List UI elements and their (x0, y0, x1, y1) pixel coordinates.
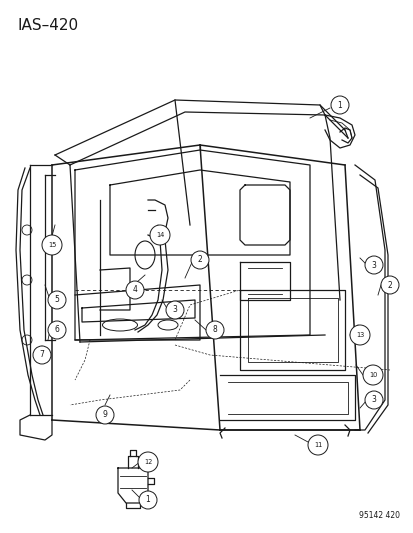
Circle shape (138, 452, 158, 472)
Text: 3: 3 (172, 305, 177, 314)
Text: 11: 11 (313, 442, 321, 448)
Circle shape (330, 96, 348, 114)
Text: 13: 13 (355, 332, 363, 338)
Text: 5: 5 (55, 295, 59, 304)
Circle shape (190, 251, 209, 269)
Text: 95142 420: 95142 420 (358, 511, 399, 520)
Text: 14: 14 (155, 232, 164, 238)
Circle shape (206, 321, 223, 339)
Circle shape (48, 291, 66, 309)
Text: 7: 7 (40, 351, 44, 359)
Text: 2: 2 (387, 280, 392, 289)
Text: IAS–420: IAS–420 (18, 18, 79, 33)
Text: 12: 12 (143, 459, 152, 465)
Circle shape (364, 391, 382, 409)
Text: 1: 1 (337, 101, 342, 109)
Circle shape (48, 321, 66, 339)
Text: 2: 2 (197, 255, 202, 264)
Circle shape (362, 365, 382, 385)
Circle shape (42, 235, 62, 255)
Text: 4: 4 (132, 286, 137, 295)
Circle shape (307, 435, 327, 455)
Text: 8: 8 (212, 326, 217, 335)
Circle shape (380, 276, 398, 294)
Text: 1: 1 (145, 496, 150, 505)
Circle shape (364, 256, 382, 274)
Circle shape (150, 225, 170, 245)
Circle shape (126, 281, 144, 299)
Circle shape (33, 346, 51, 364)
Circle shape (139, 491, 157, 509)
Circle shape (349, 325, 369, 345)
Text: 3: 3 (370, 261, 375, 270)
Text: 3: 3 (370, 395, 375, 405)
Text: 6: 6 (55, 326, 59, 335)
Text: 9: 9 (102, 410, 107, 419)
Circle shape (166, 301, 183, 319)
Text: 10: 10 (368, 372, 376, 378)
Circle shape (96, 406, 114, 424)
Text: 15: 15 (47, 242, 56, 248)
